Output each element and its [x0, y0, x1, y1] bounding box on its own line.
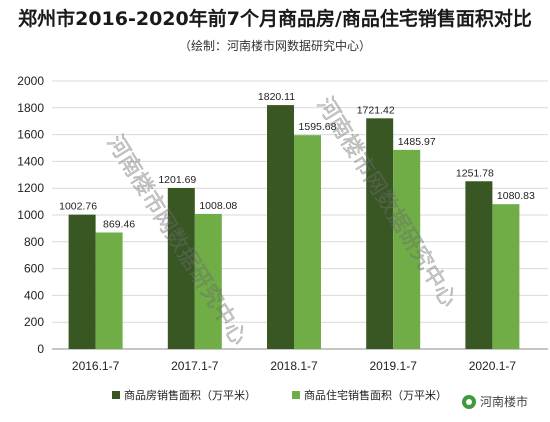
y-tick-label: 1400	[17, 154, 44, 168]
y-tick-label: 1200	[17, 181, 44, 195]
bar-residential-2019.1-7	[393, 149, 421, 349]
bar-commercial-2018.1-7	[267, 105, 294, 350]
bar-residential-2018.1-7	[294, 135, 321, 349]
y-tick-label: 200	[24, 315, 44, 329]
chart-title: 郑州市2016-2020年前7个月商品房/商品住宅销售面积对比	[18, 8, 532, 30]
data-label: 869.46	[103, 218, 135, 230]
y-tick-label: 0	[37, 342, 44, 356]
data-label: 1002.76	[59, 201, 97, 213]
data-label: 1820.11	[258, 91, 295, 103]
y-tick-label: 1800	[17, 101, 44, 115]
legend-swatch	[292, 391, 300, 399]
bar-residential-2020.1-7	[492, 204, 520, 349]
bar-commercial-2019.1-7	[366, 118, 394, 350]
bar-commercial-2020.1-7	[465, 181, 493, 349]
x-tick-label: 2016.1-7	[72, 359, 120, 373]
logo-text: 河南楼市	[480, 395, 529, 409]
chart-subtitle: （绘制：河南楼市网数据研究中心）	[178, 39, 371, 53]
x-tick-label: 2017.1-7	[171, 359, 219, 373]
data-label: 1595.68	[299, 121, 337, 133]
data-label: 1008.08	[199, 200, 237, 212]
bar-residential-2016.1-7	[95, 232, 123, 349]
x-axis: 2016.1-7 2017.1-7 2018.1-7 2019.1-7 2020.1-7	[72, 359, 516, 373]
bar-residential-2017.1-7	[194, 213, 222, 349]
y-tick-label: 400	[24, 288, 44, 302]
data-label: 1721.42	[357, 104, 395, 116]
y-tick-label: 600	[24, 262, 44, 276]
bars	[68, 105, 520, 350]
y-tick-label: 2000	[17, 74, 44, 88]
data-label: 1251.78	[456, 167, 494, 179]
legend: 商品房销售面积（万平米） 商品住宅销售面积（万平米）	[112, 388, 447, 402]
y-tick-label: 800	[24, 235, 44, 249]
x-tick-label: 2019.1-7	[370, 359, 418, 373]
y-tick-label: 1000	[17, 208, 44, 222]
wechat-logo-icon	[462, 394, 476, 409]
bar-commercial-2016.1-7	[68, 214, 96, 349]
source-logo: 河南楼市	[462, 393, 528, 410]
data-label: 1080.83	[497, 190, 535, 202]
data-labels: 1002.76 869.46 1201.69 1008.08 1820.11 1595.6…	[59, 91, 535, 230]
legend-label: 商品房销售面积（万平米）	[124, 388, 256, 402]
y-tick-label: 1600	[17, 128, 44, 142]
data-label: 1201.69	[158, 174, 196, 186]
legend-swatch	[112, 391, 120, 399]
y-axis: 0 200 400 600 800 1000 1200 1400 1600 1800 2000	[17, 74, 44, 356]
data-label: 1485.97	[398, 136, 436, 148]
x-tick-label: 2018.1-7	[270, 359, 318, 373]
legend-label: 商品住宅销售面积（万平米）	[304, 388, 447, 402]
bar-commercial-2017.1-7	[167, 187, 195, 349]
gridlines	[52, 80, 548, 350]
x-tick-label: 2020.1-7	[469, 359, 517, 373]
